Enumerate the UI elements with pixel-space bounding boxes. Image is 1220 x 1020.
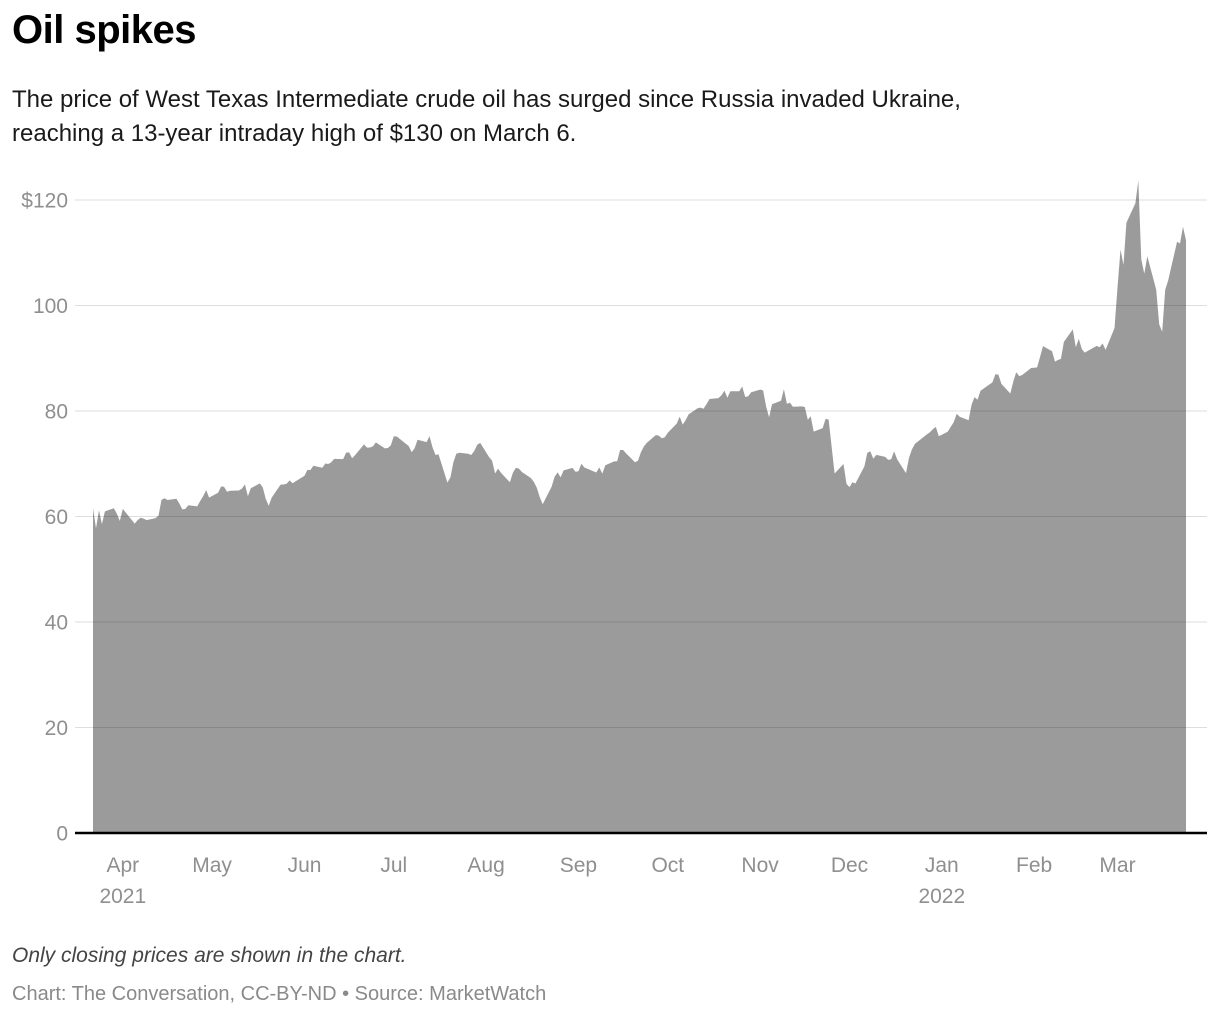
- x-tick-label: Aug: [467, 854, 504, 877]
- price-area-chart: $120 100 80 60 40 20 0 Apr 2021 May Jun Jul Aug Sep Oc…: [0, 170, 1220, 910]
- x-tick-label: Jan: [925, 854, 959, 877]
- y-tick-label: 100: [33, 295, 68, 318]
- y-tick-label: 0: [56, 823, 68, 846]
- y-tick-label: 40: [45, 612, 68, 635]
- chart-subtitle: The price of West Texas Intermediate cru…: [12, 83, 1172, 151]
- credit-line: Chart: The Conversation, CC-BY-ND • Sour…: [12, 983, 547, 1005]
- x-tick-label: May: [192, 854, 232, 877]
- x-tick-label: Mar: [1099, 854, 1135, 877]
- y-tick-label: 80: [45, 401, 68, 424]
- x-tick-year-label: 2022: [918, 885, 965, 908]
- y-tick-label: 60: [45, 506, 68, 529]
- y-tick-label: 20: [45, 717, 68, 740]
- x-tick-label: Sep: [560, 854, 597, 877]
- x-tick-label: Apr: [106, 854, 139, 877]
- x-tick-label: Nov: [741, 854, 779, 877]
- area-series: [93, 180, 1186, 833]
- x-tick-label: Dec: [831, 854, 868, 877]
- chart-subtitle-line-1: The price of West Texas Intermediate cru…: [12, 86, 961, 113]
- price-area-chart-canvas: $120 100 80 60 40 20 0 Apr 2021 May Jun Jul Aug Sep Oc…: [21, 180, 1207, 908]
- chart-subtitle-line-2: reaching a 13-year intraday high of $130…: [12, 120, 577, 147]
- footnote: Only closing prices are shown in the cha…: [12, 944, 407, 967]
- x-tick-label: Jul: [380, 854, 407, 877]
- x-tick-label: Jun: [288, 854, 322, 877]
- x-tick-label: Oct: [651, 854, 684, 877]
- y-tick-label: $120: [21, 190, 68, 213]
- chart-title: Oil spikes: [12, 8, 196, 52]
- x-tick-label: Feb: [1016, 854, 1052, 877]
- x-tick-year-label: 2021: [99, 885, 146, 908]
